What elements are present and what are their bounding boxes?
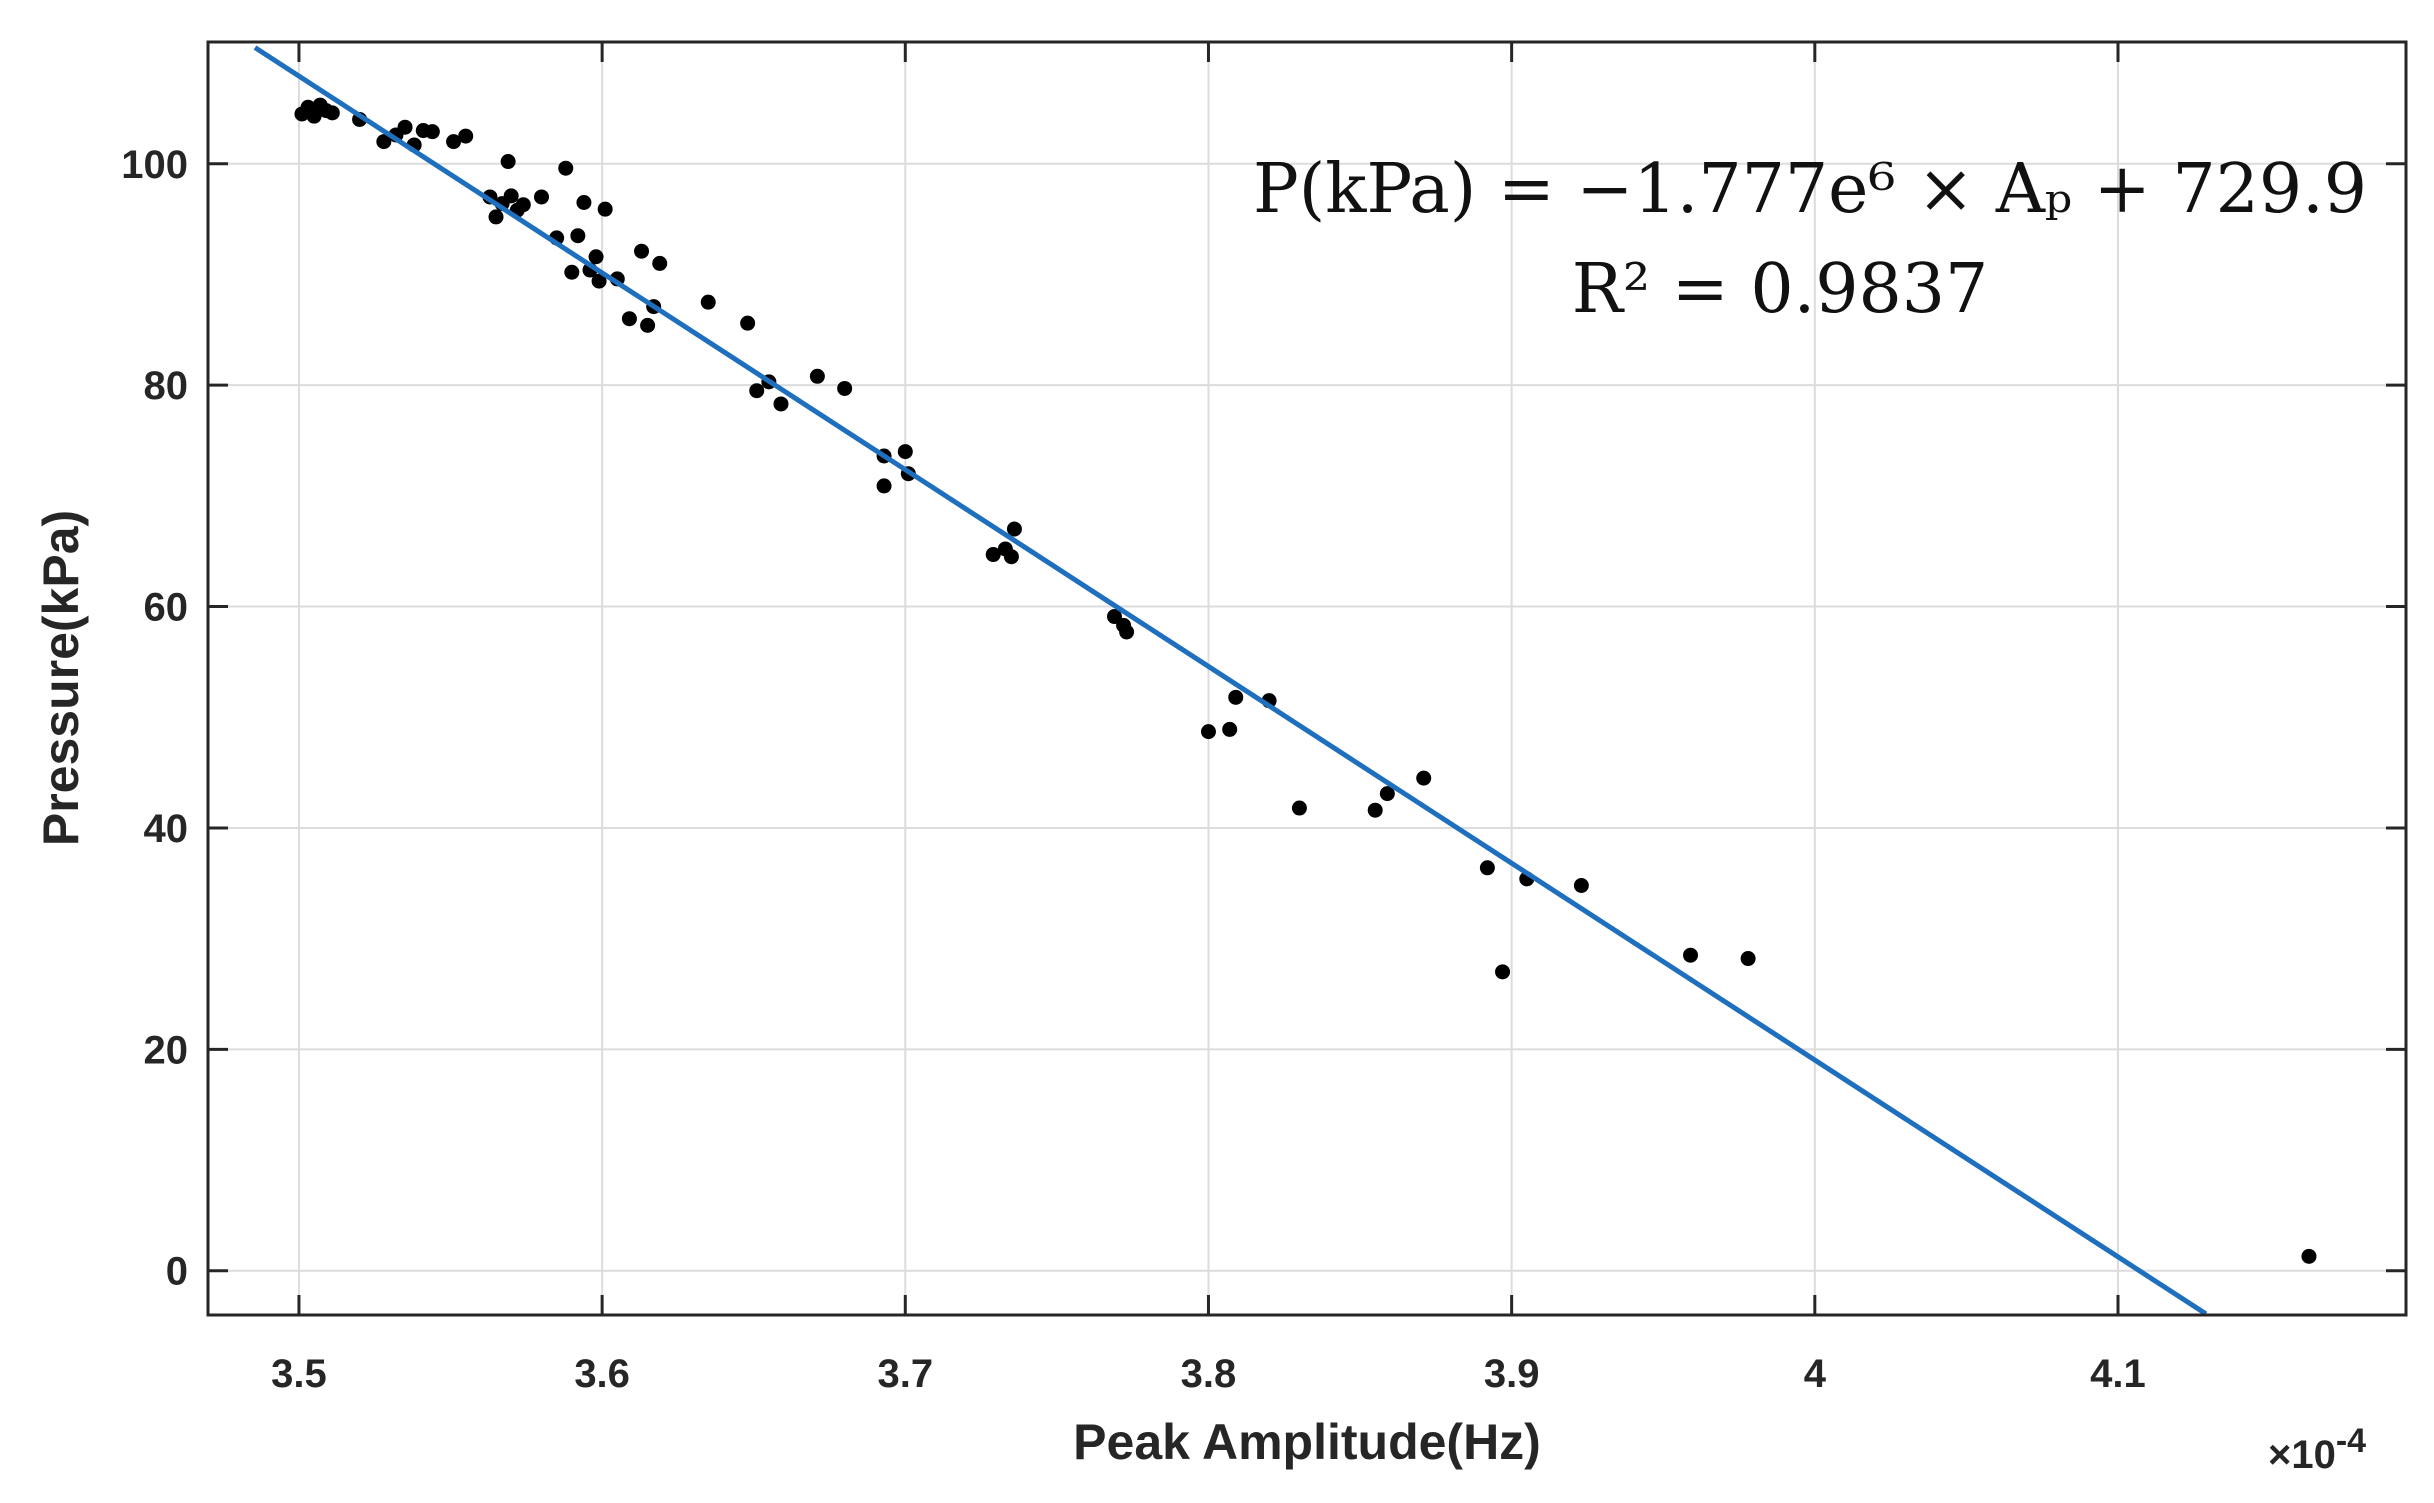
data-point	[1367, 802, 1383, 818]
data-point	[1119, 624, 1135, 640]
data-point	[2301, 1248, 2317, 1264]
data-point	[985, 547, 1001, 563]
data-point	[1495, 964, 1511, 980]
data-point	[591, 273, 607, 289]
data-point	[1003, 549, 1019, 565]
y-axis-title: Pressure(kPa)	[33, 510, 89, 846]
data-point	[1291, 800, 1307, 816]
data-point	[1006, 521, 1022, 537]
data-point	[1228, 689, 1244, 705]
y-tick-label: 80	[144, 364, 189, 408]
data-point	[640, 317, 656, 333]
x-tick-label: 3.5	[271, 1352, 327, 1396]
x-tick-label: 3.9	[1484, 1352, 1540, 1396]
fit-line	[253, 45, 2208, 1316]
x-tick-label: 3.6	[574, 1352, 630, 1396]
data-point	[597, 201, 613, 217]
data-point	[446, 134, 462, 150]
y-tick-label: 40	[144, 807, 189, 851]
data-point	[1379, 786, 1395, 802]
data-point	[876, 478, 892, 494]
data-point	[837, 380, 853, 396]
data-point	[376, 134, 392, 150]
axis-ticks	[208, 42, 2406, 1315]
data-point	[1683, 947, 1699, 963]
fit-equation-annotation: P(kPa) = −1.777e⁶ × Aₚ + 729.9	[1253, 150, 2367, 229]
y-tick-label: 20	[144, 1028, 189, 1072]
data-point	[1740, 951, 1756, 967]
data-point	[488, 209, 504, 225]
x-exponent-base: ×10	[2268, 1433, 2336, 1477]
x-tick-label: 3.8	[1181, 1352, 1237, 1396]
data-point	[740, 315, 756, 331]
x-tick-labels: 3.5 3.6 3.7 3.8 3.9 4 4.1	[271, 1352, 2146, 1396]
y-tick-label: 60	[144, 586, 189, 630]
data-point	[809, 368, 825, 384]
data-point	[500, 154, 516, 170]
data-point	[652, 255, 668, 271]
data-point	[621, 311, 637, 327]
data-point	[588, 249, 604, 265]
data-point	[503, 188, 519, 204]
data-point	[564, 264, 580, 280]
x-tick-label: 3.7	[877, 1352, 933, 1396]
data-points	[294, 97, 2317, 1264]
data-point	[558, 160, 574, 176]
data-point	[576, 195, 592, 211]
x-axis-title: Peak Amplitude(Hz)	[1073, 1414, 1541, 1470]
data-point	[1416, 770, 1432, 786]
data-point	[397, 119, 413, 135]
y-tick-label: 0	[166, 1250, 188, 1294]
x-exponent-label: ×10-4	[2268, 1422, 2366, 1477]
y-tick-labels: 0 20 40 60 80 100	[121, 143, 188, 1294]
data-point	[634, 243, 650, 259]
data-point	[897, 444, 913, 460]
grid-lines	[208, 42, 2406, 1315]
data-point	[533, 189, 549, 205]
data-point	[700, 294, 716, 310]
data-point	[773, 396, 789, 412]
data-point	[1200, 724, 1216, 740]
data-point	[515, 197, 531, 213]
data-point	[749, 383, 765, 399]
data-point	[1222, 721, 1238, 737]
x-tick-label: 4.1	[2090, 1352, 2146, 1396]
x-tick-label: 4	[1804, 1352, 1827, 1396]
data-point	[424, 124, 440, 140]
data-point	[306, 108, 322, 124]
data-point	[1573, 878, 1589, 894]
y-tick-label: 100	[121, 143, 188, 187]
data-point	[458, 128, 474, 144]
data-point	[324, 105, 340, 121]
r-squared-annotation: R² = 0.9837	[1572, 250, 1989, 329]
data-point	[570, 228, 586, 244]
x-exponent-power: -4	[2336, 1422, 2366, 1460]
plot-frame	[206, 40, 2408, 1317]
fit-line-layer	[253, 45, 2208, 1316]
data-point	[1479, 860, 1495, 876]
